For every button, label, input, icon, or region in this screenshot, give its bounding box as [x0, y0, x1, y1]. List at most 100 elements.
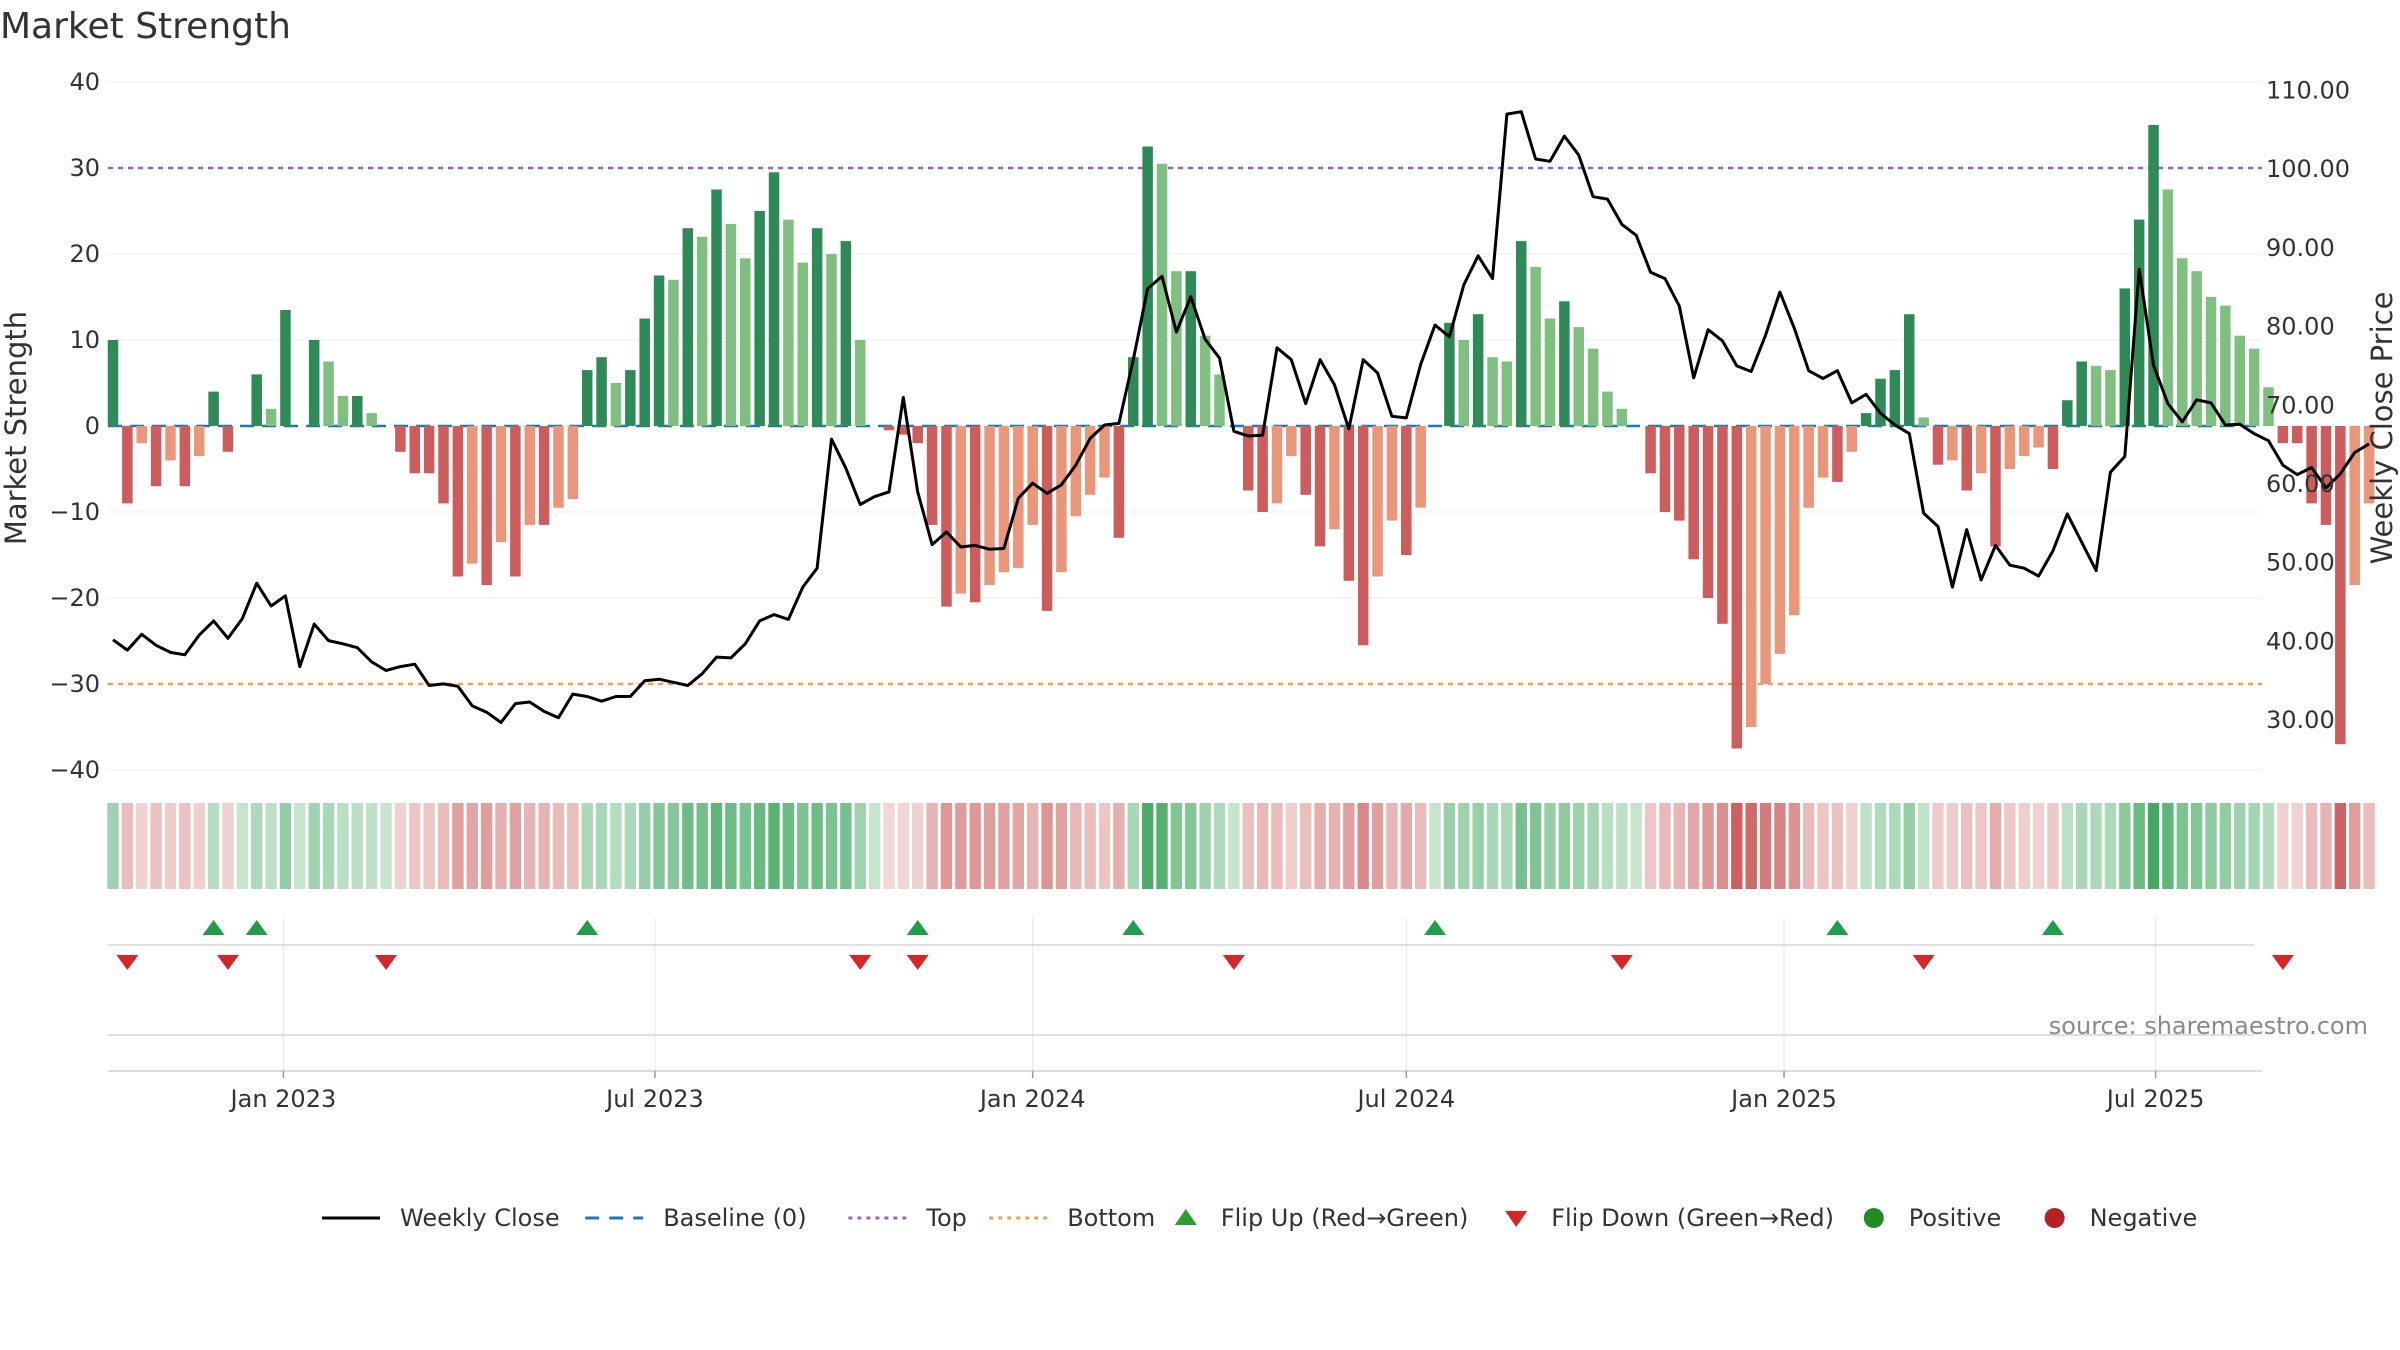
strength-bar [696, 236, 708, 426]
strength-bar [2047, 426, 2059, 469]
strength-bar [1645, 426, 1656, 474]
heat-cell [1903, 803, 1915, 889]
strength-bar [1530, 266, 1541, 426]
heat-cell [2349, 803, 2361, 889]
heat-cell [1644, 803, 1657, 889]
heat-cell [2363, 803, 2375, 889]
heat-cell [840, 803, 852, 889]
heat-cell [2320, 803, 2332, 889]
heat-cell [495, 803, 507, 889]
flip-down-marker [2271, 955, 2294, 970]
heat-cell [150, 803, 162, 889]
strength-bar [2119, 288, 2131, 426]
strength-bars [107, 125, 2375, 749]
heat-cell [998, 803, 1010, 889]
heat-cell [1731, 803, 1743, 889]
heat-cell [696, 803, 708, 889]
heat-cell [868, 803, 881, 889]
heat-cell [409, 803, 421, 889]
heat-cell [294, 803, 306, 889]
heat-cell [265, 803, 277, 889]
flip-down-marker [116, 955, 139, 970]
weekly-close-line [112, 110, 2370, 724]
strength-bar [1257, 426, 1268, 512]
heat-cell [1228, 803, 1240, 889]
x-tick-label: Jan 2025 [1729, 1085, 1837, 1113]
heat-cell [1616, 803, 1628, 889]
heat-cell [797, 803, 809, 889]
strength-bar [165, 426, 176, 461]
heat-cell [2147, 803, 2160, 889]
strength-bar [193, 426, 205, 457]
legend-swatch [1174, 1209, 1197, 1225]
strength-bar [984, 426, 995, 586]
strength-bar [122, 426, 133, 504]
heat-cell [710, 803, 723, 889]
heat-cell [524, 803, 536, 889]
heat-cell [1185, 803, 1197, 889]
flip-down-marker [1912, 955, 1935, 970]
strength-bar [711, 189, 722, 426]
strength-bar [754, 211, 765, 426]
heat-cell [1745, 803, 1757, 889]
strength-bar [682, 228, 694, 426]
strength-bar [1357, 426, 1369, 646]
legend-item: Baseline (0) [585, 1204, 807, 1232]
heat-cell [1874, 803, 1887, 889]
heat-cell [337, 803, 349, 889]
strength-bar [783, 219, 794, 426]
heat-cell [1659, 803, 1671, 889]
heat-cell [394, 803, 407, 889]
strength-bar [308, 340, 320, 426]
heat-cell [2262, 803, 2275, 889]
strength-bar [2363, 426, 2375, 504]
legend-label: Bottom [1067, 1204, 1155, 1232]
heat-cell [2248, 803, 2260, 889]
strength-bar [1185, 271, 1196, 426]
strength-bar [1731, 426, 1743, 749]
strength-bar [1774, 426, 1786, 654]
strength-bar [1271, 426, 1283, 504]
y-tick-label: −10 [49, 498, 100, 526]
heat-cell [1529, 803, 1542, 889]
strength-bar [495, 426, 507, 543]
strength-bar [2018, 426, 2030, 457]
heat-cell [682, 803, 694, 889]
strength-bar [1961, 426, 1972, 491]
strength-bar [337, 395, 349, 426]
strength-bar [1889, 370, 1901, 426]
heat-cell [1170, 803, 1183, 889]
heat-cell [1917, 803, 1930, 889]
heat-cell [164, 803, 177, 889]
strength-bar [510, 426, 521, 577]
strength-bar [1875, 378, 1886, 426]
x-tick-label: Jan 2023 [229, 1085, 337, 1113]
x-tick-label: Jan 2024 [978, 1085, 1086, 1113]
heat-cell [380, 803, 392, 889]
heat-cell [782, 803, 795, 889]
heat-cell [1458, 803, 1470, 889]
y-tick-label: −30 [49, 670, 100, 698]
heat-cell [1443, 803, 1456, 889]
heat-cell [567, 803, 579, 889]
strength-bar [2291, 426, 2303, 444]
heat-cell [1285, 803, 1298, 889]
heat-cell [1256, 803, 1269, 889]
strength-bar [854, 340, 866, 426]
heat-cell [1601, 803, 1614, 889]
heat-cell [2061, 803, 2074, 889]
heat-cell [1026, 803, 1039, 889]
legend-label: Top [925, 1204, 967, 1232]
strength-bar [2105, 370, 2116, 426]
heat-cell [2119, 803, 2131, 889]
heat-cell [1070, 803, 1082, 889]
strength-bar [1904, 314, 1915, 426]
heat-cell [1817, 803, 1829, 889]
strength-bar [2205, 297, 2217, 426]
heat-cell [1328, 803, 1341, 889]
strength-bar [998, 426, 1010, 573]
strength-bar [481, 426, 492, 586]
strength-bar [136, 426, 147, 444]
strength-bar [1343, 426, 1355, 581]
heat-cell [2104, 803, 2117, 889]
